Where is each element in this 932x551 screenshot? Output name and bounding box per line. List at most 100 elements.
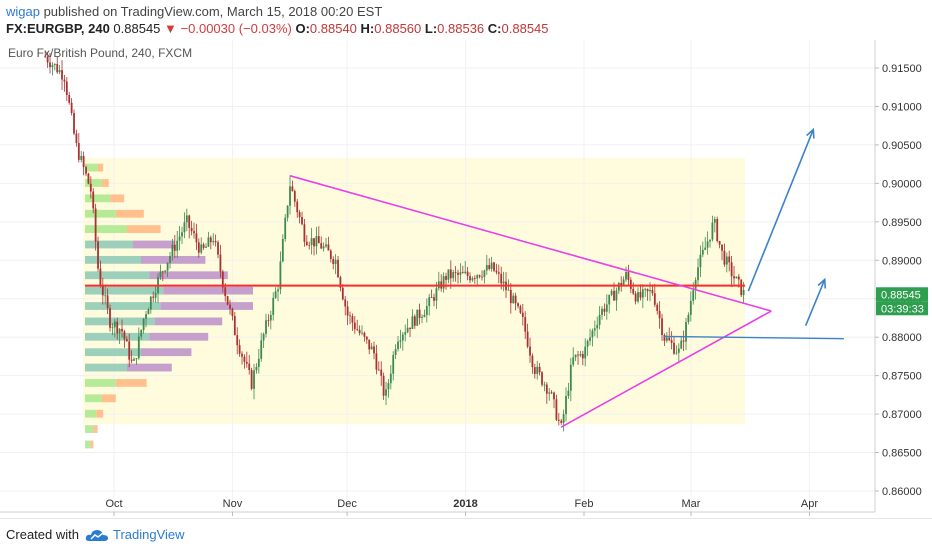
candle-body bbox=[356, 329, 359, 330]
username-link[interactable]: wigap bbox=[6, 4, 40, 19]
candle-body bbox=[111, 327, 114, 329]
candle-body bbox=[80, 155, 83, 160]
symbol-label: FX:EURGBP, 240 bbox=[6, 21, 110, 36]
candle-body bbox=[128, 341, 131, 360]
candle-body bbox=[721, 244, 723, 251]
candle-body bbox=[166, 262, 169, 271]
candle-body bbox=[603, 308, 606, 312]
candle-body bbox=[483, 270, 486, 278]
candle-body bbox=[308, 244, 311, 246]
volume-bar-up bbox=[85, 163, 98, 172]
candle-body bbox=[541, 372, 543, 385]
candle-body bbox=[70, 102, 73, 114]
created-with-text: Created with bbox=[6, 527, 79, 542]
candle-body bbox=[178, 236, 181, 241]
volume-bar-up bbox=[85, 255, 141, 264]
candle-body bbox=[524, 316, 527, 332]
candle-body bbox=[116, 321, 119, 334]
candle-body bbox=[137, 336, 140, 359]
candle-body bbox=[351, 316, 354, 323]
candle-body bbox=[433, 297, 435, 301]
volume-bar-up bbox=[85, 271, 150, 280]
volume-bar-up bbox=[85, 317, 155, 326]
candle-body bbox=[296, 201, 299, 213]
candle-body bbox=[224, 287, 227, 297]
candle-body bbox=[387, 383, 390, 390]
candle-body bbox=[281, 238, 284, 262]
candle-body bbox=[740, 279, 743, 296]
candle-body bbox=[543, 384, 546, 386]
candle-body bbox=[245, 361, 248, 364]
candle-body bbox=[229, 304, 231, 309]
candle-body bbox=[701, 249, 704, 255]
candle-body bbox=[490, 262, 493, 269]
candle-body bbox=[303, 224, 306, 242]
candle-body bbox=[512, 295, 515, 304]
candle-body bbox=[377, 369, 380, 371]
candle-body bbox=[320, 243, 323, 249]
candle-body bbox=[133, 359, 135, 361]
candle-body bbox=[646, 289, 649, 292]
candle-body bbox=[77, 143, 80, 160]
price-axis[interactable]: 0.91500 0.91000 0.90500 0.90000 0.89500 0.890… bbox=[875, 63, 922, 498]
candle-body bbox=[610, 290, 613, 295]
candle-body bbox=[718, 241, 721, 245]
volume-bar-down bbox=[101, 179, 109, 187]
candle-body bbox=[625, 271, 627, 280]
candle-body bbox=[639, 292, 642, 298]
time-tick-label: Mar bbox=[682, 498, 701, 510]
candle-body bbox=[644, 289, 647, 290]
candle-body bbox=[212, 241, 215, 243]
candle-body bbox=[459, 272, 462, 275]
candle-body bbox=[238, 345, 241, 354]
candle-body bbox=[500, 273, 503, 284]
candle-body bbox=[579, 354, 582, 356]
volume-bar-up bbox=[85, 425, 94, 433]
volume-bar-up bbox=[85, 286, 164, 295]
candle-body bbox=[704, 247, 707, 250]
volume-bar-down bbox=[110, 194, 125, 203]
candle-body bbox=[533, 367, 536, 374]
candle-body bbox=[706, 241, 709, 248]
candle-body bbox=[613, 290, 615, 301]
tradingview-brand[interactable]: TradingView bbox=[113, 527, 185, 542]
candle-body bbox=[250, 370, 253, 389]
candle-body bbox=[289, 186, 291, 206]
candle-body bbox=[481, 276, 483, 278]
volume-bar-down bbox=[93, 425, 98, 433]
volume-bar-down bbox=[163, 286, 253, 295]
candle-body bbox=[214, 241, 217, 243]
candle-body bbox=[365, 336, 368, 340]
candle-body bbox=[418, 309, 421, 318]
candle-body bbox=[101, 286, 104, 296]
candle-body bbox=[53, 63, 56, 65]
ohlc-values: O:0.88540 H:0.88560 L:0.88536 C:0.88545 bbox=[295, 21, 549, 36]
candle-body bbox=[687, 314, 690, 322]
candle-body bbox=[502, 281, 505, 284]
price-tick-label: 0.86500 bbox=[882, 448, 922, 460]
forecast-arrowhead bbox=[806, 127, 815, 139]
candle-body bbox=[380, 369, 383, 376]
time-axis[interactable]: Oct Nov Dec 2018 Feb Mar Apr bbox=[105, 498, 818, 516]
price-chart[interactable]: 0.91500 0.91000 0.90500 0.90000 0.89500 0.890… bbox=[0, 0, 932, 518]
price-tick-label: 0.87500 bbox=[882, 371, 922, 383]
candle-body bbox=[670, 340, 673, 343]
candle-body bbox=[286, 205, 289, 218]
candle-body bbox=[140, 329, 143, 337]
candle-body bbox=[649, 289, 651, 292]
candle-body bbox=[677, 348, 680, 353]
price-tick-label: 0.89500 bbox=[882, 217, 922, 229]
forecast-arrow-line bbox=[747, 129, 815, 292]
candle-body bbox=[363, 332, 366, 337]
candle-body bbox=[442, 276, 445, 289]
candle-body bbox=[733, 276, 735, 279]
volume-bar-up bbox=[85, 363, 127, 372]
candle-body bbox=[176, 240, 179, 251]
volume-bar-up bbox=[85, 302, 161, 310]
volume-bar-up bbox=[85, 348, 141, 357]
candle-body bbox=[301, 217, 303, 225]
candle-body bbox=[651, 289, 654, 294]
triangle-lower-line bbox=[560, 310, 772, 428]
candle-body bbox=[591, 330, 594, 338]
candle-body bbox=[46, 56, 49, 63]
